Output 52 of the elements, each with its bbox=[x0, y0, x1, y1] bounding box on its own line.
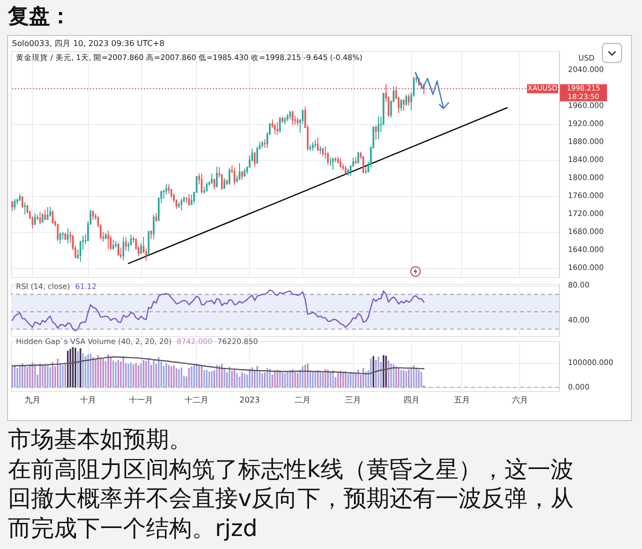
x-tick-label: 二月 bbox=[294, 396, 311, 404]
candlestick bbox=[238, 162, 240, 180]
x-tick-label: 三月 bbox=[345, 396, 362, 404]
x-tick-label: 2023 bbox=[239, 396, 260, 404]
candlestick bbox=[276, 122, 278, 136]
candlestick bbox=[152, 214, 155, 240]
candlestick bbox=[188, 194, 190, 206]
candlestick bbox=[34, 213, 36, 226]
candlestick bbox=[375, 125, 377, 140]
candlestick bbox=[180, 198, 182, 211]
candlestick bbox=[190, 194, 192, 206]
candlestick bbox=[107, 230, 110, 250]
x-tick-label: 十二月 bbox=[184, 396, 209, 404]
candlestick bbox=[314, 139, 316, 148]
candlestick bbox=[330, 157, 332, 166]
candlestick bbox=[228, 167, 230, 186]
candlestick bbox=[279, 116, 281, 134]
x-tick-label: 五月 bbox=[454, 396, 470, 404]
candlestick bbox=[292, 110, 294, 126]
candlestick bbox=[120, 247, 122, 259]
candlestick bbox=[44, 209, 46, 220]
candlestick bbox=[312, 141, 314, 152]
x-tick-label: 四月 bbox=[403, 396, 420, 404]
candlestick bbox=[340, 157, 342, 168]
candlestick bbox=[408, 93, 410, 106]
candlestick bbox=[378, 116, 380, 140]
candlestick bbox=[140, 242, 142, 254]
x-tick-label: 十月 bbox=[80, 396, 96, 404]
chart-title: 复盘： bbox=[8, 3, 71, 30]
candlestick bbox=[52, 210, 54, 225]
candlestick bbox=[150, 230, 152, 240]
candlestick bbox=[294, 115, 296, 126]
candlestick bbox=[92, 210, 94, 220]
candlestick bbox=[332, 157, 334, 170]
candlestick bbox=[39, 211, 41, 225]
text: 市场基本如预期。 bbox=[8, 426, 193, 455]
candlestick bbox=[224, 178, 226, 190]
text: 在前高阻力区间构筑了标志性k线（黄昏之星），这一波回撤大概率并不会直接v反向下，预期还有一波反弹，从而完成下一个结构。rjzd bbox=[8, 456, 575, 544]
chart-subtitle: Solo0033, 四月 10, 2023 09:36 UTC+8 bbox=[12, 38, 164, 49]
candlestick bbox=[125, 236, 127, 252]
candlestick bbox=[59, 232, 62, 244]
candlestick bbox=[234, 167, 236, 186]
candlestick bbox=[117, 242, 120, 256]
line-series bbox=[12, 356, 424, 375]
candlestick bbox=[24, 202, 26, 215]
line-series bbox=[12, 289, 424, 332]
x-tick-label: 九月 bbox=[24, 396, 40, 404]
candlestick bbox=[274, 123, 276, 135]
x-tick-label: 六月 bbox=[512, 396, 528, 404]
x-tick-label: 十一月 bbox=[129, 396, 154, 404]
candlestick bbox=[155, 212, 158, 223]
candlestick bbox=[49, 206, 51, 218]
